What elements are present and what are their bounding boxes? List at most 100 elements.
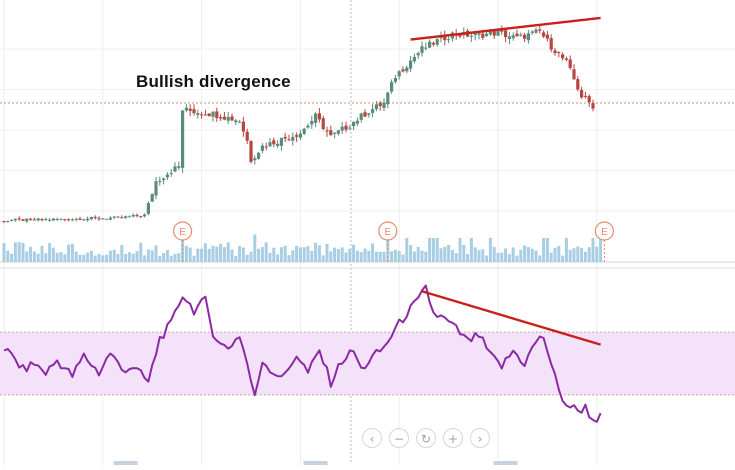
candle-body [192, 109, 196, 114]
volume-bar [462, 244, 466, 262]
volume-bar [139, 242, 143, 262]
candle-body [321, 118, 325, 130]
candle-body [173, 166, 177, 172]
candle-body [393, 77, 397, 82]
axis-tick-mark [303, 461, 328, 465]
candle-body [169, 173, 173, 175]
volume-bar [32, 251, 36, 262]
candle-body [2, 221, 6, 223]
volume-bar [93, 255, 97, 262]
volume-bar [82, 254, 86, 262]
volume-bar [496, 252, 500, 262]
volume-bar [10, 253, 14, 262]
volume-bar [219, 243, 223, 262]
volume-bar [154, 245, 158, 262]
candle-body [146, 203, 150, 214]
chevron-left-icon[interactable]: ‹ [362, 428, 382, 448]
candle-body [36, 218, 40, 221]
bullish-divergence-label: Bullish divergence [136, 72, 291, 91]
candle-body [355, 120, 359, 124]
volume-bar [162, 253, 166, 262]
candle-body [70, 219, 74, 221]
volume-bar [420, 250, 424, 262]
zoom-in-icon[interactable]: + [443, 428, 463, 448]
chart-navigation-controls: ‹ − ↻ + › [362, 428, 490, 448]
volume-bar [268, 253, 272, 262]
candle-body [549, 38, 553, 50]
candle-body [424, 47, 428, 49]
volume-bar [101, 255, 105, 262]
rsi-trendline [421, 290, 601, 346]
volume-bar [36, 253, 40, 262]
candle-body [101, 218, 105, 220]
candle-body [492, 29, 496, 36]
chevron-right-icon[interactable]: › [470, 428, 490, 448]
candle-body [241, 121, 245, 132]
candle-body [435, 39, 439, 45]
candle-body [40, 219, 44, 221]
volume-bar [416, 246, 420, 262]
volume-bar [599, 238, 603, 262]
earnings-marker [594, 221, 615, 241]
volume-bar [458, 238, 462, 262]
volume-bar [306, 246, 310, 262]
candle-body [51, 218, 55, 221]
volume-bar [135, 251, 139, 262]
candle-body [374, 104, 378, 110]
volume-bar [226, 242, 230, 262]
candle-body [447, 39, 451, 41]
candle-body [500, 29, 504, 32]
candle-body [120, 217, 124, 219]
candle-body [473, 33, 477, 36]
candle-body [526, 33, 530, 41]
reset-icon[interactable]: ↻ [416, 428, 436, 448]
candle-body [154, 181, 158, 196]
volume-bar [44, 253, 48, 262]
volume-bar [355, 250, 359, 262]
volume-bar [576, 246, 580, 262]
volume-bar [333, 247, 337, 262]
candle-body [74, 218, 78, 220]
volume-bar [245, 254, 249, 262]
volume-bar [150, 250, 154, 262]
candle-body [55, 219, 59, 221]
candle-body [6, 220, 10, 222]
candle-body [507, 36, 511, 40]
candle-body [511, 35, 515, 39]
volume-bar [222, 247, 226, 262]
candle-body [143, 214, 147, 217]
candle-body [131, 215, 135, 217]
candle-body [443, 35, 447, 41]
candle-body [234, 120, 238, 123]
candle-body [184, 107, 188, 111]
candle-body [428, 41, 432, 48]
volume-bar [329, 251, 333, 262]
volume-bar [29, 246, 33, 262]
volume-bar [515, 255, 519, 262]
volume-bar [542, 238, 546, 262]
volume-bar [390, 251, 394, 262]
volume-bar [469, 238, 473, 262]
volume-bar [48, 243, 52, 262]
volume-bar [549, 252, 553, 262]
candle-body [523, 34, 527, 39]
candle-body [93, 216, 97, 218]
candle-body [477, 33, 481, 35]
candle-body [67, 219, 71, 221]
volume-bar [257, 248, 261, 262]
volume-bar [450, 249, 454, 262]
volume-bar [264, 242, 268, 262]
candle-body [291, 136, 295, 141]
volume-bar [435, 238, 439, 262]
volume-bar [276, 254, 280, 262]
candle-body [333, 132, 337, 134]
zoom-out-icon[interactable]: − [389, 428, 409, 448]
volume-bar [310, 251, 314, 262]
candle-body [177, 166, 181, 168]
candle-body [488, 31, 492, 35]
volume-bar [507, 254, 511, 262]
candle-body [264, 146, 268, 148]
volume-bar [466, 254, 470, 262]
volume-bar [25, 251, 29, 262]
